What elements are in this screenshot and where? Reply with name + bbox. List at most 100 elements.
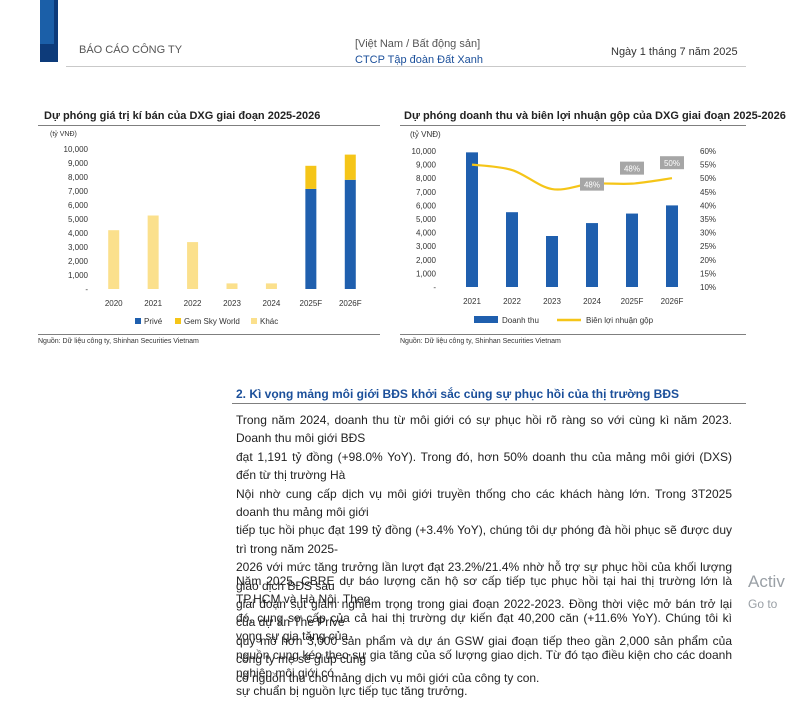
revenue-bar	[666, 205, 678, 287]
x-tick-label: 2023	[543, 297, 561, 306]
y-tick-label: 3,000	[416, 242, 437, 251]
activation-watermark-subtitle: Go to	[748, 597, 778, 611]
y-tick-label: 8,000	[416, 174, 437, 183]
x-tick-label: 2025F	[300, 299, 323, 308]
paragraph-line: đạt 1,191 tỷ đồng (+98.0% YoY). Trong đó…	[236, 449, 732, 483]
margin-annotation-label: 48%	[624, 165, 640, 174]
activation-watermark-title: Activ	[748, 572, 785, 591]
y2-tick-label: 45%	[700, 188, 716, 197]
y-tick-label: 3,000	[68, 243, 89, 252]
bar-segment	[305, 188, 317, 289]
paragraph-line: tiếp tục hồi phục đạt 199 tỷ đồng (+3.4%…	[236, 523, 732, 556]
right-chart-source: Nguồn: Dữ liệu công ty, Shinhan Securiti…	[400, 338, 561, 345]
left-chart-title: Dự phóng giá trị kí bán của DXG giai đoạ…	[44, 110, 321, 122]
brand-sidebar-bar	[40, 0, 62, 62]
report-date: Ngày 1 tháng 7 năm 2025	[611, 46, 738, 58]
right-bar-line-chart: (tỷ VNĐ) 10,000 9,000 8,000 7,000 6,000 5,000 4…	[410, 130, 716, 325]
paragraph-line: sự chuẩn bị nguồn lực tiếp tục tăng trưở…	[236, 684, 468, 699]
paragraph-line: đó, cung sơ cấp của cả hai thị trường dự…	[236, 610, 732, 644]
x-tick-label: 2021	[144, 299, 162, 308]
legend-label: Khác	[260, 317, 278, 326]
bar-segment	[108, 230, 120, 289]
y-tick-label: 10,000	[412, 147, 437, 156]
x-tick-label: 2024	[263, 299, 281, 308]
y2-tick-label: 60%	[700, 147, 716, 156]
x-tick-label: 2025F	[621, 297, 644, 306]
legend-swatch-revenue	[474, 316, 498, 323]
paragraph-line: nguồn cung kéo theo sự gia tăng của số l…	[236, 647, 732, 681]
y-tick-label: 5,000	[416, 215, 437, 224]
revenue-bar	[626, 213, 638, 287]
header-divider	[66, 66, 746, 67]
paragraph-1: Trong năm 2024, doanh thu từ môi giới có…	[236, 411, 732, 687]
bar-segment	[226, 283, 238, 289]
bar-segment	[344, 179, 356, 289]
x-tick-label: 2024	[583, 297, 601, 306]
paragraph-line: 2026 với mức tăng trưởng lần lượt đạt 23…	[236, 560, 732, 593]
legend-swatch	[251, 318, 257, 324]
y-tick-label: 9,000	[416, 161, 437, 170]
x-tick-label: 2021	[463, 297, 481, 306]
margin-annotation-box	[660, 156, 684, 170]
y-tick-label: 7,000	[416, 188, 437, 197]
y2-tick-label: 15%	[700, 269, 716, 278]
y-tick-label: -	[433, 283, 436, 292]
legend-swatch	[135, 318, 141, 324]
y-tick-label: 4,000	[68, 229, 89, 238]
x-tick-label: 2022	[503, 297, 521, 306]
report-category: [Việt Nam / Bất động sản]	[355, 38, 481, 50]
gross-margin-line	[471, 163, 673, 191]
paragraph-2: Năm 2025, CBRE dự báo lượng căn hộ sơ cấ…	[236, 572, 732, 701]
y2-tick-label: 55%	[700, 161, 716, 170]
y2-tick-label: 20%	[700, 256, 716, 265]
legend-swatch	[175, 318, 181, 324]
left-chart-bottom-rule	[38, 334, 380, 335]
y-tick-label: 6,000	[68, 201, 89, 210]
y2-tick-label: 10%	[700, 283, 716, 292]
bar-segment	[187, 242, 199, 289]
margin-annotation-box	[620, 161, 644, 175]
section-title-rule	[232, 403, 746, 404]
x-tick-label: 2023	[223, 299, 241, 308]
revenue-bar	[466, 152, 478, 287]
y-tick-label: 10,000	[64, 145, 89, 154]
y-tick-label: -	[85, 285, 88, 294]
right-chart-title: Dự phóng doanh thu và biên lợi nhuận gộp…	[404, 110, 786, 122]
y-tick-label: 1,000	[416, 269, 437, 278]
right-chart-bottom-rule	[400, 334, 746, 335]
x-tick-label: 2020	[105, 299, 123, 308]
y2-tick-label: 35%	[700, 215, 716, 224]
paragraph-line: Nội nhờ cung cấp dịch vụ môi giới truyền…	[236, 486, 732, 520]
revenue-bar	[546, 236, 558, 287]
paragraph-line: giai đoạn sụt giảm nghiêm trọng trong gi…	[236, 597, 732, 630]
y-tick-label: 9,000	[68, 159, 89, 168]
legend-label-revenue: Doanh thu	[502, 316, 539, 325]
y-tick-label: 4,000	[416, 229, 437, 238]
right-chart-title-rule	[400, 125, 746, 126]
y-tick-label: 5,000	[68, 215, 89, 224]
paragraph-line: Trong năm 2024, doanh thu từ môi giới có…	[236, 413, 732, 446]
y-axis-label: (tỷ VNĐ)	[50, 131, 77, 138]
left-stacked-bar-chart: (tỷ VNĐ) 10,000 9,000 8,000 7,000 6,000 5,000 4…	[50, 131, 362, 326]
y-tick-label: 2,000	[68, 257, 89, 266]
paragraph-line: Năm 2025, CBRE dự báo lượng căn hộ sơ cấ…	[236, 574, 732, 607]
y-tick-label: 1,000	[68, 271, 89, 280]
report-type: BÁO CÁO CÔNG TY	[79, 44, 183, 56]
legend-label: Privé	[144, 317, 163, 326]
margin-annotation-box	[580, 177, 604, 191]
x-tick-label: 2026F	[661, 297, 684, 306]
y-axis-label: (tỷ VNĐ)	[410, 130, 441, 139]
y2-tick-label: 50%	[700, 174, 716, 183]
x-tick-label: 2026F	[339, 299, 362, 308]
y-tick-label: 7,000	[68, 187, 89, 196]
y-tick-label: 2,000	[416, 256, 437, 265]
y-tick-label: 8,000	[68, 173, 89, 182]
x-tick-label: 2022	[184, 299, 202, 308]
bar-segment	[305, 165, 317, 189]
margin-annotation-label: 50%	[664, 159, 680, 168]
y2-tick-label: 25%	[700, 242, 716, 251]
bar-segment	[265, 283, 277, 289]
margin-annotation-label: 48%	[584, 181, 600, 190]
left-chart-title-rule	[38, 125, 380, 126]
revenue-bar	[586, 223, 598, 287]
